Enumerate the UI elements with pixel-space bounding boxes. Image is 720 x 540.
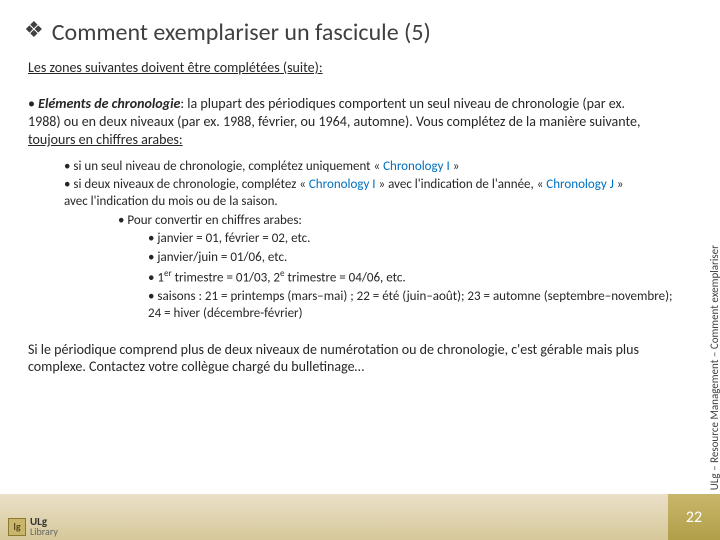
bullet-two-levels: • si deux niveaux de chronologie, complé… (28, 177, 680, 210)
bullet-convert-header: • Pour convertir en chiffres arabes: (28, 213, 680, 230)
slide: ❖ Comment exemplariser un fascicule (5) … (0, 0, 720, 540)
paragraph-chronologie: • Eléments de chronologie: la plupart de… (28, 95, 680, 149)
bullet-seasons: • saisons : 21 = printemps (mars–mai) ; … (28, 289, 680, 322)
text-fragment: • si deux niveaux de chronologie, complé… (64, 177, 309, 192)
logo-line2: Library (30, 527, 58, 536)
slide-title: Comment exemplariser un fascicule (5) (52, 18, 431, 47)
bullet-trimester: • 1er trimestre = 01/03, 2e trimestre = … (28, 268, 680, 287)
text-fragment: • 1 (148, 271, 164, 286)
title-row: ❖ Comment exemplariser un fascicule (5) (0, 0, 720, 53)
para-emphasis: toujours en chiffres arabes: (28, 131, 183, 148)
link-chronology-i[interactable]: Chronology I (309, 177, 376, 192)
bullet-single-level: • si un seul niveau de chronologie, comp… (28, 159, 680, 176)
term-elements-chronologie: Eléments de chronologie (38, 95, 180, 112)
bullet-months: • janvier = 01, février = 02, etc. (28, 231, 680, 248)
text-fragment: trimestre = 04/06, etc. (285, 271, 406, 286)
text-fragment: trimestre = 01/03, 2 (172, 271, 280, 286)
text-fragment: » (450, 159, 460, 174)
logo-badge-icon: lg (8, 518, 26, 536)
bullet-diamond-icon: ❖ (24, 18, 44, 42)
ulg-logo: lg ULg Library (8, 517, 58, 536)
content-area: Les zones suivantes doivent être complét… (0, 53, 720, 376)
subtitle: Les zones suivantes doivent être complét… (28, 59, 680, 77)
bullet-month-range: • janvier/juin = 01/06, etc. (28, 250, 680, 267)
link-chronology-j[interactable]: Chronology J (546, 177, 614, 192)
footer: lg ULg Library 22 (0, 494, 720, 540)
text-fragment: » avec l'indication de l'année, « (376, 177, 547, 192)
text-fragment: • si un seul niveau de chronologie, comp… (64, 159, 383, 174)
sidebar-caption: Alma @ ULg – Resource Management – Comme… (708, 245, 720, 528)
link-chronology-i[interactable]: Chronology I (383, 159, 450, 174)
closing-paragraph: Si le périodique comprend plus de deux n… (28, 341, 680, 377)
page-number: 22 (668, 494, 720, 540)
ordinal-suffix: er (164, 268, 172, 279)
logo-text: ULg Library (30, 517, 58, 536)
footer-left: lg ULg Library (0, 494, 668, 540)
